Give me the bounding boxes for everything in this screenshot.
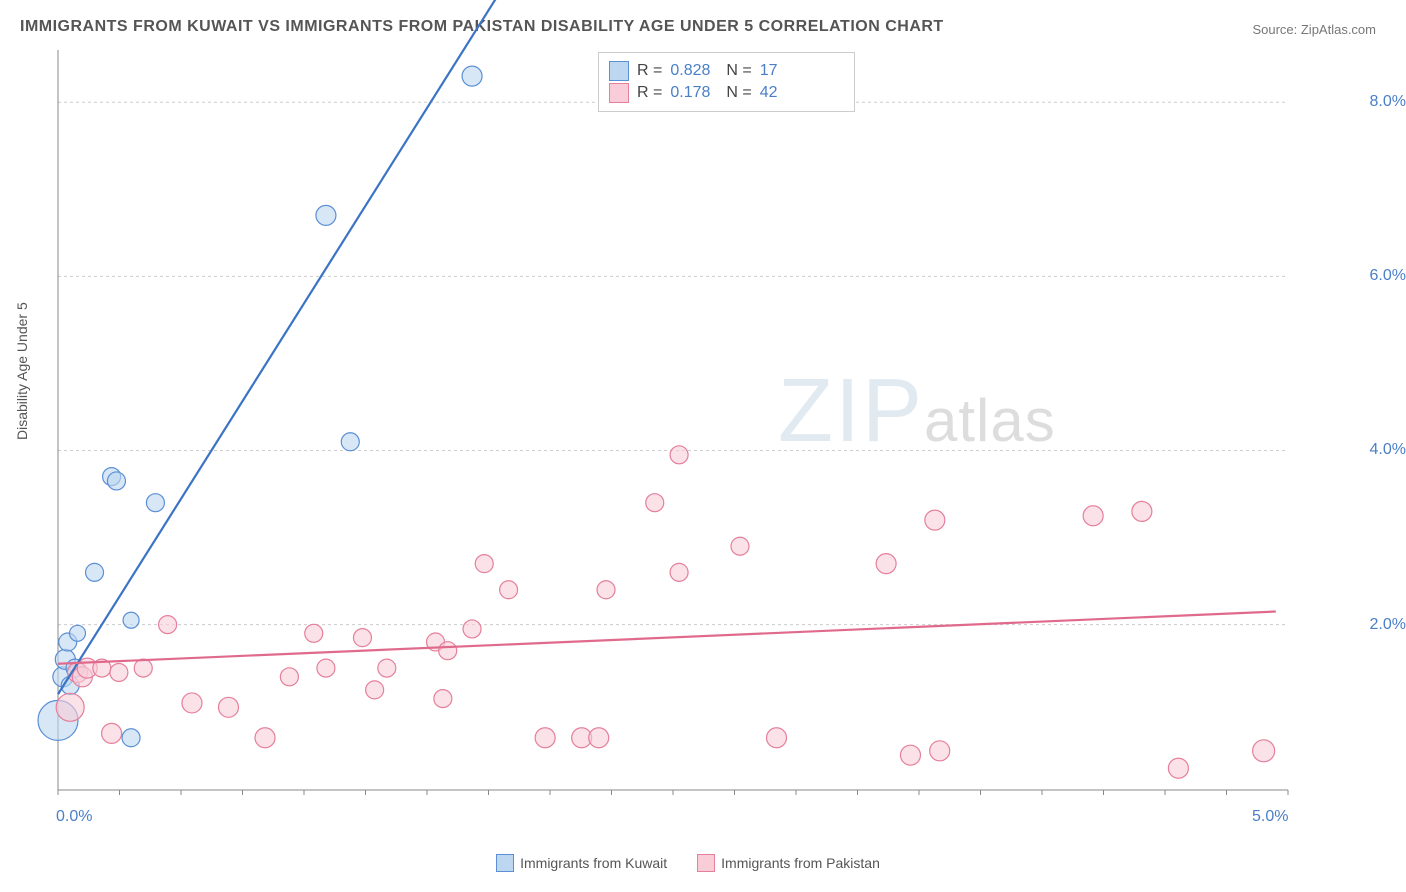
- data-point: [597, 581, 615, 599]
- data-point: [378, 659, 396, 677]
- data-point: [110, 663, 128, 681]
- data-point: [1132, 501, 1152, 521]
- data-point: [900, 745, 920, 765]
- data-point: [316, 205, 336, 225]
- data-point: [462, 66, 482, 86]
- data-point: [102, 723, 122, 743]
- data-point: [434, 690, 452, 708]
- legend-swatch: [697, 854, 715, 872]
- data-point: [146, 494, 164, 512]
- data-point: [589, 728, 609, 748]
- r-label: R =: [637, 62, 662, 80]
- data-point: [463, 620, 481, 638]
- legend-label: Immigrants from Pakistan: [721, 855, 880, 871]
- data-point: [107, 472, 125, 490]
- data-point: [930, 741, 950, 761]
- data-point: [731, 537, 749, 555]
- source-link[interactable]: ZipAtlas.com: [1301, 22, 1376, 37]
- legend-swatch: [496, 854, 514, 872]
- data-point: [353, 629, 371, 647]
- data-point: [439, 642, 457, 660]
- data-point: [475, 555, 493, 573]
- data-point: [280, 668, 298, 686]
- scatter-plot-svg: [58, 50, 1348, 830]
- stats-row: R = 0.178 N = 42: [609, 83, 844, 103]
- data-point: [317, 659, 335, 677]
- data-point: [56, 693, 84, 721]
- data-point: [182, 693, 202, 713]
- y-axis-label: Disability Age Under 5: [14, 302, 30, 440]
- source-label: Source:: [1252, 22, 1300, 37]
- data-point: [218, 697, 238, 717]
- source-attribution: Source: ZipAtlas.com: [1252, 22, 1376, 37]
- data-point: [134, 659, 152, 677]
- y-tick-label: 8.0%: [1370, 93, 1406, 111]
- data-point: [1083, 506, 1103, 526]
- data-point: [341, 433, 359, 451]
- y-tick-label: 2.0%: [1370, 616, 1406, 634]
- plot-area: ZIPatlas R = 0.828N = 17R = 0.178N = 42 …: [58, 50, 1348, 830]
- data-point: [1168, 758, 1188, 778]
- data-point: [366, 681, 384, 699]
- legend-swatch: [609, 83, 629, 103]
- data-point: [122, 729, 140, 747]
- x-tick-left: 0.0%: [56, 808, 92, 826]
- legend-label: Immigrants from Kuwait: [520, 855, 667, 871]
- y-tick-label: 6.0%: [1370, 267, 1406, 285]
- trend-line: [58, 612, 1276, 664]
- y-tick-label: 4.0%: [1370, 441, 1406, 459]
- data-point: [646, 494, 664, 512]
- chart-container: IMMIGRANTS FROM KUWAIT VS IMMIGRANTS FRO…: [0, 0, 1406, 892]
- data-point: [876, 554, 896, 574]
- legend-bottom: Immigrants from Kuwait Immigrants from Pa…: [0, 854, 1406, 872]
- data-point: [159, 616, 177, 634]
- r-value: 0.178: [670, 84, 718, 102]
- data-point: [123, 612, 139, 628]
- data-point: [86, 563, 104, 581]
- n-value: 42: [760, 84, 808, 102]
- correlation-stats-box: R = 0.828 N = 17 R = 0.178 N = 42: [598, 52, 855, 112]
- data-point: [767, 728, 787, 748]
- data-point: [255, 728, 275, 748]
- trend-line: [58, 0, 496, 694]
- x-tick-right: 5.0%: [1252, 808, 1288, 826]
- n-label: N =: [726, 62, 751, 80]
- r-value: 0.828: [670, 62, 718, 80]
- stats-row: R = 0.828 N = 17: [609, 61, 844, 81]
- legend-swatch: [609, 61, 629, 81]
- data-point: [925, 510, 945, 530]
- r-label: R =: [637, 84, 662, 102]
- data-point: [535, 728, 555, 748]
- data-point: [305, 624, 323, 642]
- data-point: [670, 563, 688, 581]
- data-point: [500, 581, 518, 599]
- data-point: [670, 446, 688, 464]
- data-point: [69, 625, 85, 641]
- n-value: 17: [760, 62, 808, 80]
- data-point: [1253, 740, 1275, 762]
- n-label: N =: [726, 84, 751, 102]
